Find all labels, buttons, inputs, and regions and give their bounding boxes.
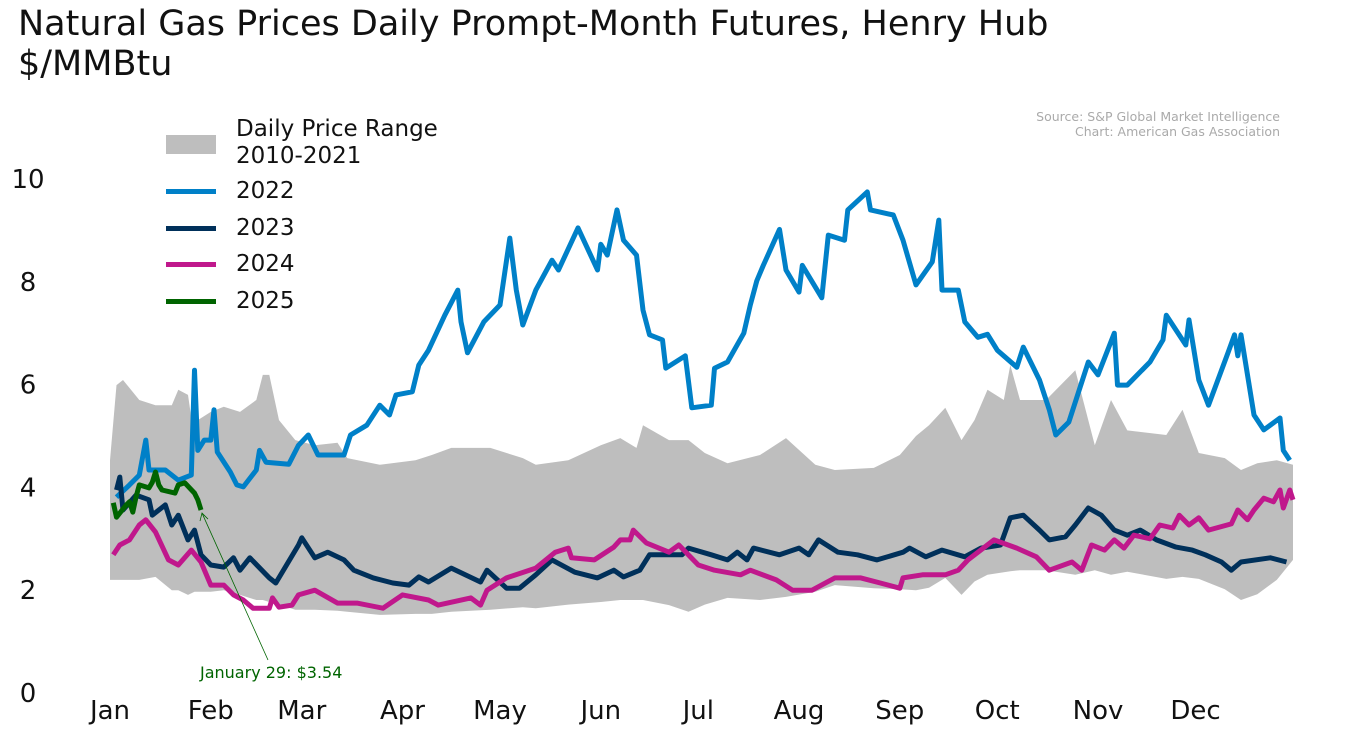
x-tick-label: Oct <box>975 696 1020 726</box>
legend-label-2024: 2024 <box>236 251 295 277</box>
legend-swatch-2024 <box>166 261 216 267</box>
y-tick-label: 4 <box>20 473 37 503</box>
series-line-2023 <box>114 474 1288 591</box>
x-tick-label: Aug <box>774 696 825 726</box>
legend-swatch-2023 <box>166 225 216 231</box>
x-tick-label: Mar <box>277 696 326 726</box>
legend-label-2022: 2022 <box>236 178 295 204</box>
x-tick-label: May <box>473 696 527 726</box>
legend-label-band-line1: Daily Price Range <box>236 116 438 142</box>
y-tick-label: 8 <box>20 268 37 298</box>
legend-label-2023: 2023 <box>236 215 295 241</box>
legend-swatch-2022 <box>166 188 216 194</box>
series-line-2022 <box>114 189 1292 500</box>
price-range-band <box>110 365 1293 615</box>
legend-item-2025: 2025 <box>166 288 295 314</box>
y-tick-label: 6 <box>20 371 37 401</box>
annotation-arrow <box>201 512 269 661</box>
legend-item-band: Daily Price Range 2010-2021 <box>166 116 438 170</box>
legend-swatch-2025 <box>166 298 216 304</box>
legend-item-2023: 2023 <box>166 215 295 241</box>
y-tick-label: 2 <box>20 576 37 606</box>
legend-label-2025: 2025 <box>236 288 295 314</box>
x-tick-label: Nov <box>1073 696 1124 726</box>
x-tick-label: Dec <box>1170 696 1220 726</box>
credit-line: Chart: American Gas Association <box>1075 124 1280 139</box>
annotation-label: January 29: $3.54 <box>200 663 343 682</box>
chart-title-line1: Natural Gas Prices Daily Prompt-Month Fu… <box>18 4 1049 44</box>
legend-swatch-band <box>166 134 216 154</box>
x-tick-label: Jan <box>88 696 130 726</box>
legend-label-band: Daily Price Range 2010-2021 <box>236 116 438 170</box>
x-tick-label: Sep <box>875 696 924 726</box>
series-line-2024 <box>111 487 1296 611</box>
y-tick-label: 0 <box>20 679 37 709</box>
x-tick-label: Jul <box>681 696 714 726</box>
legend-item-2024: 2024 <box>166 251 295 277</box>
legend-item-2022: 2022 <box>166 178 295 204</box>
legend-label-band-line2: 2010-2021 <box>236 143 362 169</box>
source-note: Source: S&P Global Market Intelligence C… <box>1036 109 1280 139</box>
x-tick-label: Apr <box>380 696 425 726</box>
chart-title-line2: $/MMBtu <box>18 44 173 84</box>
series-line-2025 <box>110 469 204 520</box>
chart-title: Natural Gas Prices Daily Prompt-Month Fu… <box>18 4 1049 84</box>
x-tick-label: Jun <box>578 696 621 726</box>
x-tick-label: Feb <box>188 696 234 726</box>
source-line: Source: S&P Global Market Intelligence <box>1036 109 1280 124</box>
annotation-arrowhead <box>199 512 209 522</box>
y-tick-label: 10 <box>11 165 44 195</box>
